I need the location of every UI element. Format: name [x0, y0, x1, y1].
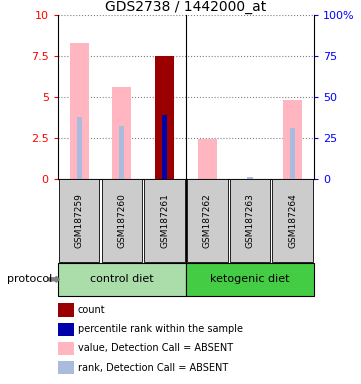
Bar — [119, 126, 125, 179]
Text: value, Detection Call = ABSENT: value, Detection Call = ABSENT — [78, 343, 233, 354]
Text: rank, Detection Call = ABSENT: rank, Detection Call = ABSENT — [78, 362, 228, 373]
Title: GDS2738 / 1442000_at: GDS2738 / 1442000_at — [105, 0, 266, 14]
Text: GSM187262: GSM187262 — [203, 194, 212, 248]
Text: GSM187259: GSM187259 — [75, 194, 84, 248]
Bar — [162, 115, 167, 179]
Bar — [290, 128, 295, 179]
Text: GSM187261: GSM187261 — [160, 194, 169, 248]
Text: percentile rank within the sample: percentile rank within the sample — [78, 324, 243, 334]
Bar — [155, 56, 174, 179]
Text: count: count — [78, 305, 105, 315]
Bar — [198, 139, 217, 179]
Text: GSM187264: GSM187264 — [288, 194, 297, 248]
Text: control diet: control diet — [90, 274, 154, 285]
Text: GSM187260: GSM187260 — [117, 194, 126, 248]
Bar — [283, 100, 302, 179]
Text: ketogenic diet: ketogenic diet — [210, 274, 290, 285]
Text: GSM187263: GSM187263 — [245, 194, 255, 248]
Bar — [77, 117, 82, 179]
Bar — [70, 43, 89, 179]
Bar — [112, 87, 131, 179]
Text: protocol: protocol — [7, 274, 52, 285]
Bar — [247, 177, 253, 179]
